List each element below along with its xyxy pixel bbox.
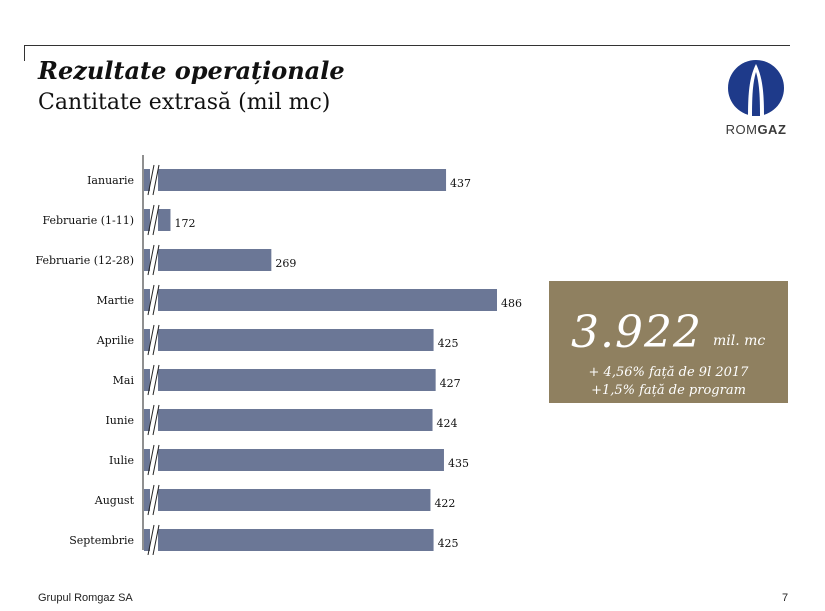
top-rule bbox=[24, 45, 790, 46]
bar-stub bbox=[144, 369, 150, 391]
value-label: 424 bbox=[437, 417, 458, 430]
axis-break-mark bbox=[152, 324, 160, 356]
category-label: Februarie (1-11) bbox=[42, 214, 134, 227]
bar bbox=[158, 209, 171, 231]
category-label: Ianuarie bbox=[87, 174, 134, 187]
axis-break-mark bbox=[152, 244, 160, 276]
bar bbox=[158, 489, 431, 511]
value-label: 486 bbox=[501, 297, 522, 310]
summary-change-yoy: + 4,56% față de 9l 2017 bbox=[588, 365, 749, 380]
axis-break-mark bbox=[152, 404, 160, 436]
axis-break-mark bbox=[152, 484, 160, 516]
axis-break-mark bbox=[147, 244, 155, 276]
axis-break-mark bbox=[152, 204, 160, 236]
bar bbox=[158, 289, 497, 311]
axis-break-mark bbox=[147, 444, 155, 476]
axis-break-mark bbox=[152, 524, 160, 555]
value-label: 437 bbox=[450, 177, 471, 190]
value-label: 269 bbox=[275, 257, 296, 270]
bar bbox=[158, 169, 447, 191]
logo-text-rom: ROM bbox=[725, 122, 758, 137]
category-label: Mai bbox=[113, 374, 135, 387]
axis-break-mark bbox=[152, 284, 160, 316]
value-label: 425 bbox=[438, 337, 459, 350]
bar bbox=[158, 249, 272, 271]
bar-stub bbox=[144, 449, 150, 471]
bar-stub bbox=[144, 209, 150, 231]
page-number: 7 bbox=[782, 592, 789, 604]
value-label: 435 bbox=[448, 457, 469, 470]
bar-stub bbox=[144, 489, 150, 511]
axis-break-mark bbox=[147, 164, 155, 196]
bar bbox=[158, 409, 433, 431]
bar bbox=[158, 329, 434, 351]
category-label: August bbox=[94, 494, 135, 507]
summary-unit: mil. mc bbox=[713, 333, 766, 349]
axis-break-mark bbox=[147, 404, 155, 436]
value-label: 422 bbox=[434, 497, 455, 510]
axis-break-mark bbox=[147, 364, 155, 396]
category-label: Aprilie bbox=[96, 334, 134, 347]
axis-break-mark bbox=[152, 364, 160, 396]
production-bar-chart: Ianuarie 437 Februarie (1-11) 172 Februarie … bbox=[35, 155, 522, 555]
category-label: Iulie bbox=[109, 454, 134, 467]
bar-stub bbox=[144, 409, 150, 431]
summary-box: 3.922 mil. mc + 4,56% față de 9l 2017 +1… bbox=[549, 281, 788, 403]
category-label: Iunie bbox=[105, 414, 134, 427]
bar bbox=[158, 529, 434, 551]
value-label: 425 bbox=[438, 537, 459, 550]
axis-break-mark bbox=[147, 204, 155, 236]
bar-stub bbox=[144, 289, 150, 311]
page-title: Rezultate operaționale bbox=[38, 56, 345, 85]
bar-stub bbox=[144, 529, 150, 551]
axis-break-mark bbox=[147, 524, 155, 555]
logo-text: ROMGAZ bbox=[718, 122, 794, 137]
axis-break-mark bbox=[152, 164, 160, 196]
summary-total: 3.922 bbox=[571, 307, 702, 358]
bar-stub bbox=[144, 169, 150, 191]
bar bbox=[158, 369, 436, 391]
romgaz-logo-icon bbox=[728, 60, 784, 116]
bar bbox=[158, 449, 444, 471]
summary-change-program: +1,5% față de program bbox=[591, 383, 746, 398]
axis-break-mark bbox=[147, 324, 155, 356]
category-label: Septembrie bbox=[69, 534, 134, 547]
category-label: Februarie (12-28) bbox=[35, 254, 134, 267]
bar-stub bbox=[144, 329, 150, 351]
page-subtitle: Cantitate extrasă (mil mc) bbox=[38, 90, 331, 115]
axis-break-mark bbox=[152, 444, 160, 476]
left-tick bbox=[24, 45, 25, 61]
value-label: 427 bbox=[440, 377, 461, 390]
value-label: 172 bbox=[174, 217, 195, 230]
axis-break-mark bbox=[147, 284, 155, 316]
bar-stub bbox=[144, 249, 150, 271]
category-label: Martie bbox=[96, 294, 134, 307]
footer-company: Grupul Romgaz SA bbox=[38, 592, 133, 604]
axis-break-mark bbox=[147, 484, 155, 516]
logo-text-gaz: GAZ bbox=[757, 122, 787, 137]
